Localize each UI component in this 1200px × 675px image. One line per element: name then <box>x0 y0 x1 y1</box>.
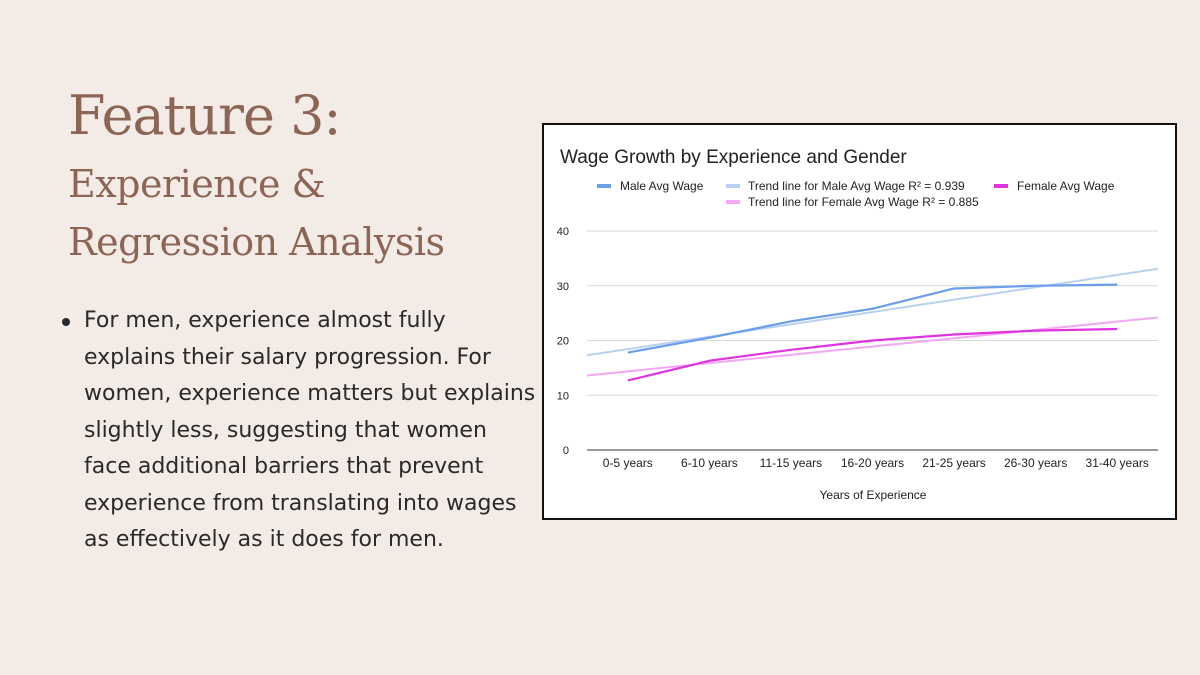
y-tick-label: 20 <box>557 336 569 348</box>
series-lines <box>627 283 1118 382</box>
bullet-item: For men, experience almost fully explain… <box>62 303 537 559</box>
legend-label-male-trend: Trend line for Male Avg Wage R² = 0.939 <box>748 179 965 193</box>
legend-swatch-female-avg-wage <box>994 184 1008 188</box>
y-tick-label: 30 <box>557 281 569 293</box>
wage-growth-chart: Wage Growth by Experience and Gender Mal… <box>557 147 1159 502</box>
legend-label-male-avg-wage: Male Avg Wage <box>620 179 704 193</box>
legend-swatch-male-trend <box>726 184 740 188</box>
y-axis-ticks: 0 10 20 30 40 <box>557 226 569 457</box>
x-tick-label: 0-5 years <box>603 456 653 470</box>
x-tick-label: 11-15 years <box>760 456 822 470</box>
bullet-dot-icon <box>62 318 70 326</box>
slide-title: Feature 3: <box>68 84 342 147</box>
y-tick-label: 40 <box>557 226 569 238</box>
x-axis-ticks: 0-5 years 6-10 years 11-15 years 16-20 year… <box>603 456 1149 470</box>
x-axis-label: Years of Experience <box>820 488 927 502</box>
legend-swatch-female-trend <box>726 200 740 204</box>
x-tick-label: 21-25 years <box>922 456 985 470</box>
x-tick-label: 26-30 years <box>1004 456 1067 470</box>
female-trend-line <box>586 316 1159 377</box>
male-avg-wage-line <box>627 283 1118 354</box>
x-tick-label: 6-10 years <box>681 456 738 470</box>
male-trend-line <box>586 267 1159 357</box>
chart-title: Wage Growth by Experience and Gender <box>560 147 907 168</box>
legend-label-female-avg-wage: Female Avg Wage <box>1017 179 1115 193</box>
legend: Male Avg Wage Trend line for Male Avg Wa… <box>597 179 1115 209</box>
legend-label-female-trend: Trend line for Female Avg Wage R² = 0.88… <box>748 195 979 209</box>
chart-frame: Wage Growth by Experience and Gender Mal… <box>542 123 1177 520</box>
y-tick-label: 0 <box>563 445 569 457</box>
trend-lines <box>586 267 1159 377</box>
bullet-list: For men, experience almost fully explain… <box>62 303 537 559</box>
female-avg-wage-line <box>627 327 1118 382</box>
slide-subtitle: Experience & Regression Analysis <box>68 162 445 264</box>
x-tick-label: 16-20 years <box>841 456 904 470</box>
legend-swatch-male-avg-wage <box>597 184 611 188</box>
bullet-text: For men, experience almost fully explain… <box>84 308 536 552</box>
x-tick-label: 31-40 years <box>1086 456 1149 470</box>
y-tick-label: 10 <box>557 390 569 402</box>
